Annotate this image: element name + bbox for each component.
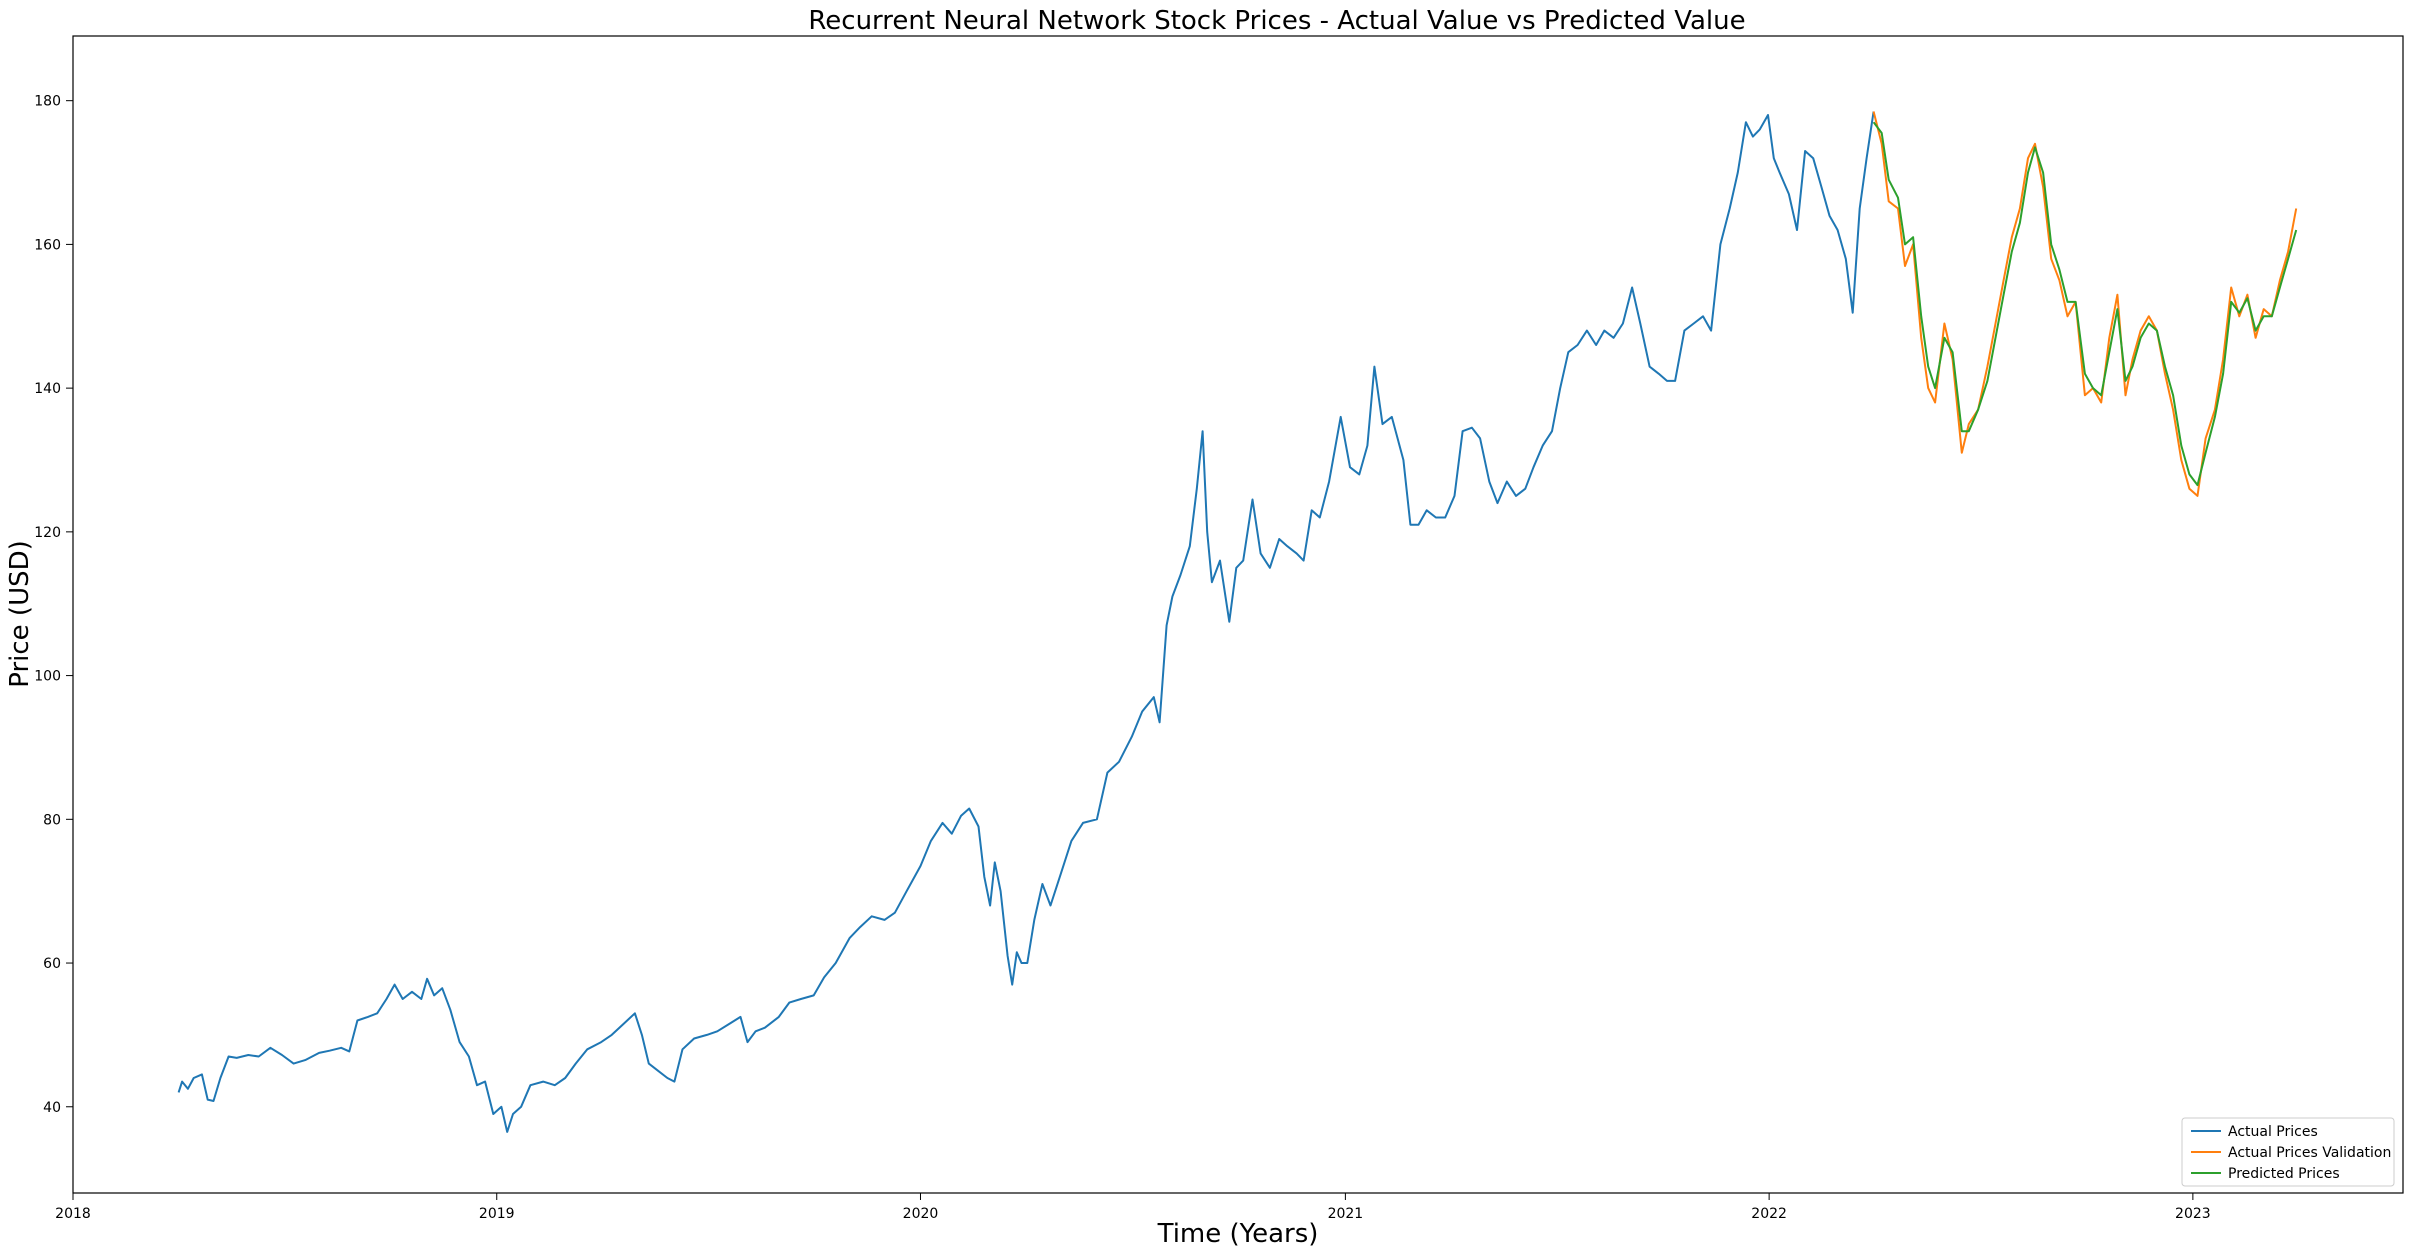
x-tick-label: 2020 [903, 1206, 939, 1222]
y-tick-label: 60 [43, 956, 61, 972]
plot-lines [177, 111, 2298, 1133]
y-tick-label: 40 [43, 1100, 61, 1116]
series-line-3 [1872, 121, 2298, 487]
legend: Actual Prices Actual Prices Validation Pre… [2181, 1117, 2395, 1187]
legend-label: Actual Prices [2228, 1124, 2318, 1140]
x-tick-label: 2019 [479, 1206, 515, 1222]
x-tick-label: 2021 [1328, 1206, 1364, 1222]
x-tick-label: 2022 [1751, 1206, 1787, 1222]
y-axis: 40 60 80 100 120 140 160 180 [34, 94, 73, 1116]
y-tick-label: 160 [34, 237, 61, 253]
x-axis-label: Time (Years) [1157, 1219, 1319, 1249]
y-tick-label: 80 [43, 812, 61, 828]
plot-frame [72, 35, 2404, 1194]
y-tick-label: 180 [34, 94, 61, 110]
legend-label: Actual Prices Validation [2228, 1145, 2391, 1161]
y-axis-label: Price (USD) [5, 540, 35, 688]
y-tick-label: 140 [34, 381, 61, 397]
y-tick-label: 100 [34, 669, 61, 685]
legend-box [2181, 1117, 2395, 1187]
series-line-1 [177, 111, 1875, 1133]
chart-title: Recurrent Neural Network Stock Prices - … [808, 6, 1745, 36]
x-axis: 2018 2019 2020 2021 2022 2023 [55, 1193, 2211, 1222]
y-tick-label: 120 [34, 525, 61, 541]
legend-label: Predicted Prices [2228, 1166, 2340, 1182]
x-tick-label: 2023 [2175, 1206, 2211, 1222]
x-tick-label: 2018 [55, 1206, 91, 1222]
